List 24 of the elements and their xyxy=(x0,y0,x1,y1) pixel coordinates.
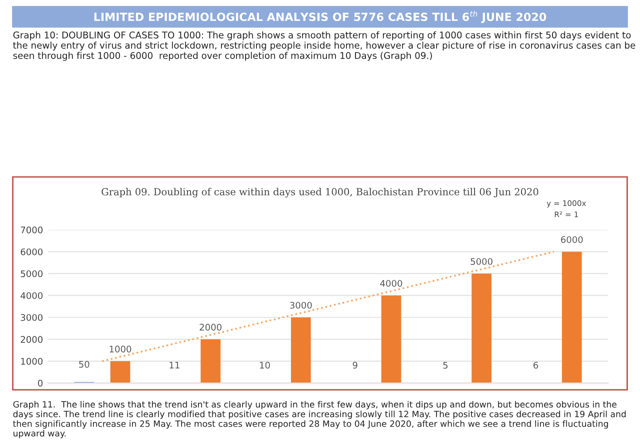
y-tick-label: 6000 xyxy=(20,248,43,256)
data-label: 6000 xyxy=(561,236,583,244)
data-label: 2000 xyxy=(200,324,222,331)
data-label: 5000 xyxy=(470,258,492,265)
caption: Graph 10: DOUBLING OF CASES TO 1000: The graph shows a smooth pattern of reporting of 1000 cases within first 50 days evident to the newly entry of virus and strict lockdown, restricting people inside home, however a clear picture of rise in coronavirus cases can be seen through first 1000 - 6000 reported over completion of maximum 10 Days (Graph 09.) xyxy=(13,31,636,61)
y-tick-label: 2000 xyxy=(20,336,43,343)
caption: Graph 11. The line shows that the trend isn't as clearly upward in the first few days, when it dips up and down, but becomes obvious in the days since. The trend line is clearly modified that positive cases are increasing slowly till 12 May. The positive cases decreased in 19 April and then significantly increase in 25 May. The most cases were reported 28 May to 04 June 2020, after which we see a trend line is fluctuating upward way. xyxy=(13,400,626,438)
data-label: 5 xyxy=(443,362,448,369)
y-tick-label: 0 xyxy=(38,380,43,387)
y-tick-label: 3000 xyxy=(20,314,43,321)
data-label: 1000 xyxy=(110,346,132,352)
y-tick-label: 7000 xyxy=(20,226,43,234)
y-tick-label: 4000 xyxy=(20,292,43,300)
y-tick-label: 5000 xyxy=(20,270,43,278)
data-label: 3000 xyxy=(290,302,312,309)
y-tick-label: 1000 xyxy=(21,358,43,365)
data-label: 6 xyxy=(534,362,538,369)
data-label: 11 xyxy=(170,362,180,368)
text: LIMITED EPIDEMIOLOGICAL ANALYSIS OF 5776 CASES TILL 6$^{th}$ JUNE 2020 xyxy=(94,10,546,24)
data-label: 9 xyxy=(352,362,358,369)
chart-title: Graph 09. Doubling of case within days used 1000, Balochistan Province till 06 Jun 2020 xyxy=(102,188,538,198)
data-label: 50 xyxy=(79,360,90,368)
data-label: 4000 xyxy=(380,280,402,287)
data-label: 10 xyxy=(260,362,270,369)
